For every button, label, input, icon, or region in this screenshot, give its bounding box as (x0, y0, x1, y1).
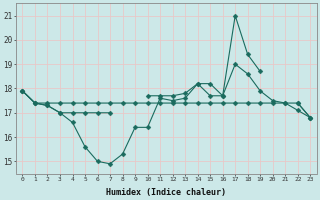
X-axis label: Humidex (Indice chaleur): Humidex (Indice chaleur) (106, 188, 226, 197)
